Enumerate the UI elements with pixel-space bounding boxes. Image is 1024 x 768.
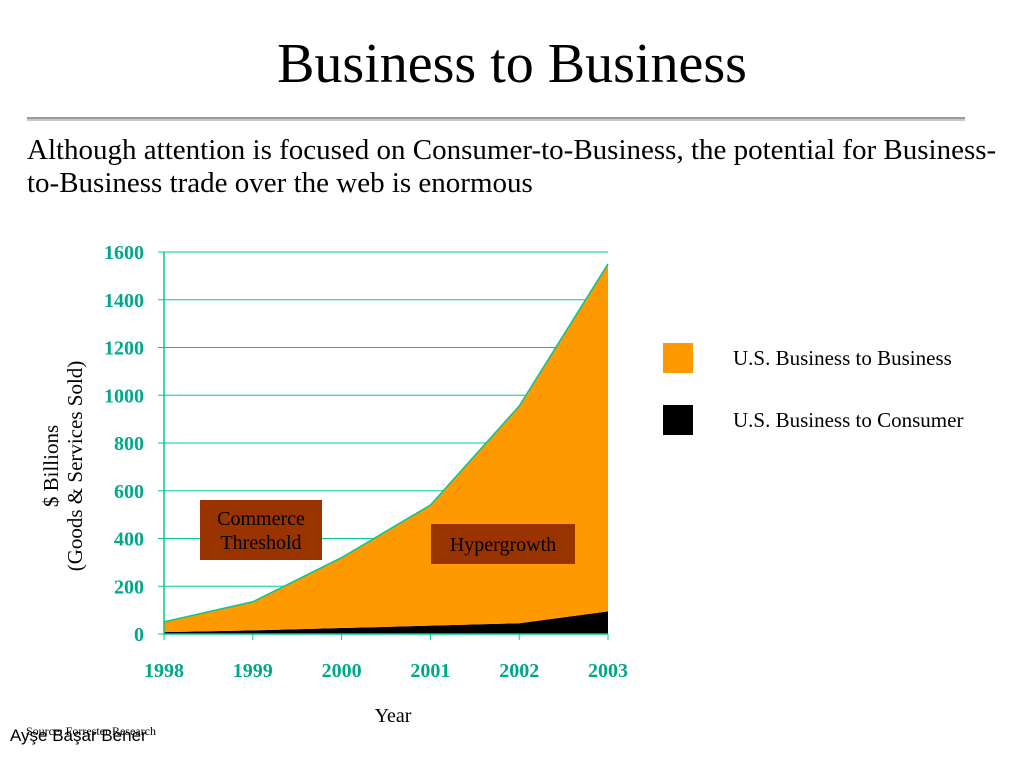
x-axis-label: Year [375, 705, 412, 727]
legend-label-b2b: U.S. Business to Business [733, 346, 952, 370]
slide-subtitle: Although attention is focused on Consume… [27, 134, 997, 199]
source-note: Source: Forrester Research [26, 724, 156, 738]
author-name: Ayşe Başar Bener [10, 726, 147, 745]
y-tick-label-1200: 1200 [104, 338, 144, 360]
legend-swatch-b2b [663, 343, 693, 373]
y-tick-label-1000: 1000 [104, 385, 144, 407]
y-tick-label-400: 400 [114, 529, 144, 551]
legend-item-b2c: U.S. Business to Consumer [663, 403, 1024, 437]
area-u-s-business-to-business [164, 263, 608, 633]
legend-label-b2c: U.S. Business to Consumer [733, 408, 964, 432]
slide-title: Business to Business [277, 33, 747, 95]
y-tick-label-0: 0 [134, 624, 144, 646]
y-tick-label-1400: 1400 [104, 290, 144, 312]
y-tick-label-800: 800 [114, 433, 144, 455]
x-tick-label-2000: 2000 [322, 660, 362, 682]
y-axis-label-line-2: (Goods & Services Sold) [63, 361, 87, 572]
area-u-s-business-to-consumer [164, 611, 608, 634]
x-tick-label-2003: 2003 [588, 660, 628, 682]
x-tick-label-2001: 2001 [410, 660, 450, 682]
annotation-commerce-threshold-box [200, 500, 322, 560]
y-tick-label-1600: 1600 [104, 242, 144, 264]
legend-item-b2b: U.S. Business to Business [663, 341, 1024, 375]
annotation-commerce-threshold-line-1: Commerce [217, 508, 305, 530]
x-tick-label-1999: 1999 [233, 660, 273, 682]
y-axis-label: $ Billions(Goods & Services Sold) [39, 361, 87, 572]
annotation-hypergrowth-line-1: Hypergrowth [450, 534, 556, 556]
area-outline [163, 263, 609, 623]
legend-swatch-b2c [663, 405, 693, 435]
annotation-commerce-threshold-line-2: Threshold [220, 532, 301, 554]
y-axis-label-line-1: $ Billions [39, 425, 63, 507]
x-tick-label-2002: 2002 [499, 660, 539, 682]
title-divider [27, 117, 965, 121]
x-tick-label-1998: 1998 [144, 660, 184, 682]
y-tick-label-600: 600 [114, 481, 144, 503]
y-tick-label-200: 200 [114, 576, 144, 598]
annotation-hypergrowth-box [431, 524, 575, 564]
